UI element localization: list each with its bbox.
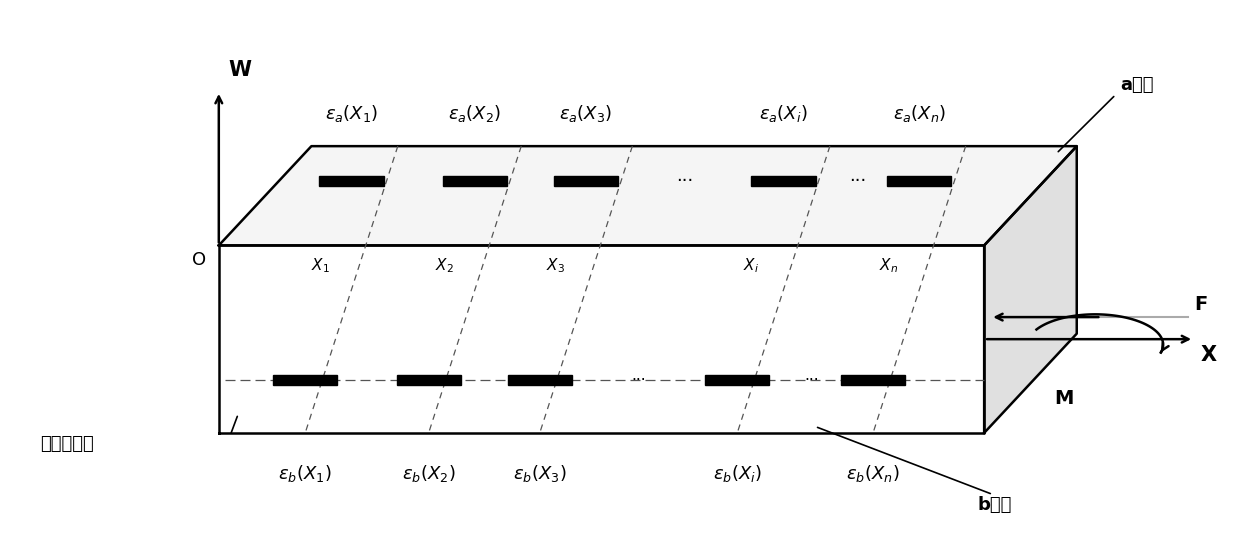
Text: $X_n$: $X_n$ [879, 256, 898, 275]
Text: O: O [192, 251, 207, 269]
Polygon shape [320, 176, 383, 186]
Text: $\mathit{\varepsilon}_b(X_i)$: $\mathit{\varepsilon}_b(X_i)$ [713, 463, 761, 484]
Text: $X_1$: $X_1$ [311, 256, 330, 275]
Polygon shape [888, 176, 951, 186]
Text: $\mathit{\varepsilon}_b(X_n)$: $\mathit{\varepsilon}_b(X_n)$ [847, 463, 900, 484]
Polygon shape [273, 375, 337, 385]
Text: X: X [1200, 345, 1216, 365]
Polygon shape [751, 176, 816, 186]
Text: ···: ··· [849, 172, 867, 190]
Polygon shape [554, 176, 619, 186]
Text: $\mathit{\varepsilon}_a(X_i)$: $\mathit{\varepsilon}_a(X_i)$ [759, 103, 808, 124]
Polygon shape [507, 375, 572, 385]
Polygon shape [218, 146, 1076, 246]
Polygon shape [985, 146, 1076, 433]
Text: W: W [228, 60, 252, 80]
Text: b表面: b表面 [978, 496, 1012, 514]
Text: $\mathit{\varepsilon}_b(X_3)$: $\mathit{\varepsilon}_b(X_3)$ [513, 463, 567, 484]
Text: $\mathit{\varepsilon}_a(X_3)$: $\mathit{\varepsilon}_a(X_3)$ [559, 103, 613, 124]
Text: $\mathit{\varepsilon}_a(X_1)$: $\mathit{\varepsilon}_a(X_1)$ [325, 103, 378, 124]
Text: $X_i$: $X_i$ [744, 256, 759, 275]
Text: ···: ··· [804, 373, 818, 388]
Text: $\mathit{\varepsilon}_a(X_2)$: $\mathit{\varepsilon}_a(X_2)$ [449, 103, 502, 124]
Text: $\mathit{\varepsilon}_b(X_1)$: $\mathit{\varepsilon}_b(X_1)$ [279, 463, 332, 484]
Text: 左端面固定: 左端面固定 [40, 435, 93, 453]
Polygon shape [397, 375, 461, 385]
Polygon shape [443, 176, 507, 186]
Text: M: M [1055, 389, 1074, 408]
Text: $X_3$: $X_3$ [546, 256, 565, 275]
Text: ···: ··· [631, 373, 646, 388]
Polygon shape [841, 375, 905, 385]
Polygon shape [218, 246, 985, 433]
Text: F: F [1194, 295, 1208, 314]
Text: $X_2$: $X_2$ [435, 256, 454, 275]
Text: $\mathit{\varepsilon}_b(X_2)$: $\mathit{\varepsilon}_b(X_2)$ [402, 463, 455, 484]
Text: $\mathit{\varepsilon}_a(X_n)$: $\mathit{\varepsilon}_a(X_n)$ [893, 103, 946, 124]
Text: a表面: a表面 [1120, 76, 1153, 95]
Polygon shape [706, 375, 769, 385]
Text: ···: ··· [676, 172, 693, 190]
